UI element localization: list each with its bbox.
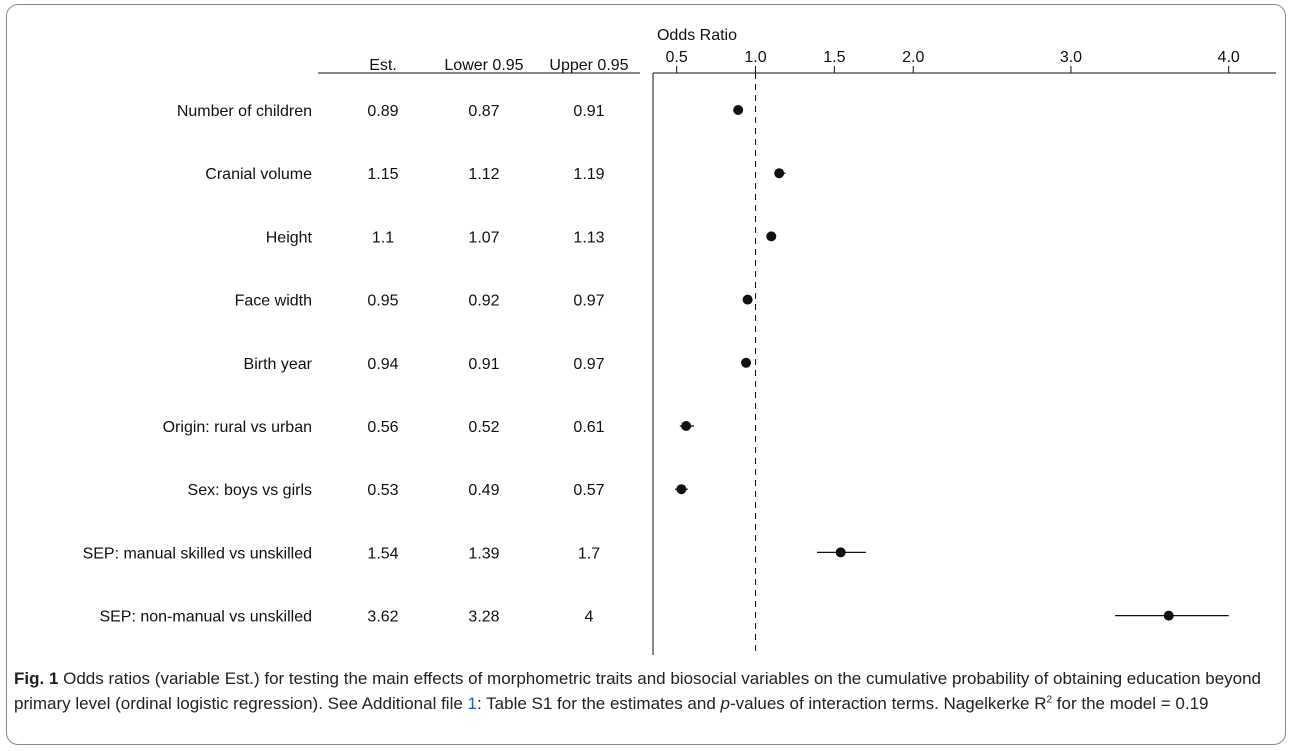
row-lower: 1.39 [468, 545, 499, 562]
caption-italic-p: p [720, 694, 730, 713]
row-upper: 0.97 [573, 293, 604, 310]
row-8: SEP: non-manual vs unskilled 3.62 3.28 4 [99, 609, 1229, 626]
row-4: Birth year 0.94 0.91 0.97 [244, 356, 752, 373]
row-est: 1.1 [372, 229, 394, 246]
row-6: Sex: boys vs girls 0.53 0.49 0.57 [188, 482, 688, 499]
row-label: Sex: boys vs girls [188, 482, 312, 499]
row-upper: 1.19 [573, 166, 604, 183]
row-lower: 1.07 [468, 229, 499, 246]
caption-fig-label: Fig. 1 [14, 669, 59, 688]
caption-superscript: 2 [1046, 694, 1053, 706]
row-7: SEP: manual skilled vs unskilled 1.54 1.39… [83, 545, 866, 562]
forest-plot: Odds Ratio Est. Lower 0.95 Upper 0.95 0.… [83, 27, 1276, 655]
row-est: 0.94 [367, 356, 398, 373]
row-label: Height [266, 229, 313, 246]
caption-text-4: for the model = 0.19 [1052, 694, 1209, 713]
caption-text-2: : Table S1 for the estimates and [477, 694, 721, 713]
figure-caption: Fig. 1 Odds ratios (variable Est.) for t… [14, 666, 1276, 716]
row-upper: 0.57 [573, 482, 604, 499]
row-est: 0.53 [367, 482, 398, 499]
figure-frame [6, 4, 1286, 745]
row-upper: 4 [585, 609, 594, 626]
row-upper: 1.13 [573, 229, 604, 246]
estimate-point [742, 294, 753, 305]
row-upper: 0.97 [573, 356, 604, 373]
row-est: 1.15 [367, 166, 398, 183]
header-est: Est. [369, 57, 397, 74]
header-upper: Upper 0.95 [549, 57, 628, 74]
row-0: Number of children 0.89 0.87 0.91 [177, 103, 744, 120]
row-label: Face width [235, 293, 312, 310]
estimate-point [774, 168, 785, 179]
estimate-point [835, 547, 846, 558]
row-label: Cranial volume [205, 166, 312, 183]
row-est: 0.95 [367, 293, 398, 310]
x-tick-label-2: 1.5 [823, 49, 845, 66]
x-tick-label-5: 4.0 [1218, 49, 1240, 66]
row-est: 0.56 [367, 419, 398, 436]
row-lower: 1.12 [468, 166, 499, 183]
x-tick-label-3: 2.0 [902, 49, 924, 66]
row-lower: 0.49 [468, 482, 499, 499]
row-lower: 0.87 [468, 103, 499, 120]
row-lower: 0.52 [468, 419, 499, 436]
x-tick-label-4: 3.0 [1060, 49, 1082, 66]
row-est: 3.62 [367, 609, 398, 626]
row-est: 0.89 [367, 103, 398, 120]
row-5: Origin: rural vs urban 0.56 0.52 0.61 [163, 419, 695, 436]
row-label: Birth year [244, 356, 313, 373]
caption-text-1: Odds ratios (variable Est.) for testing … [14, 669, 1262, 713]
estimate-point [681, 421, 692, 431]
row-upper: 1.7 [578, 545, 600, 562]
row-lower: 0.92 [468, 293, 499, 310]
axis-title: Odds Ratio [657, 27, 737, 44]
estimate-point [766, 231, 777, 242]
row-upper: 0.91 [573, 103, 604, 120]
row-est: 1.54 [367, 545, 398, 562]
estimate-point [676, 484, 687, 495]
estimate-point [1163, 610, 1174, 621]
estimate-point [733, 105, 744, 115]
row-1: Cranial volume 1.15 1.12 1.19 [205, 166, 786, 183]
row-label: SEP: manual skilled vs unskilled [83, 545, 312, 562]
row-2: Height 1.1 1.07 1.13 [266, 229, 777, 246]
header-lower: Lower 0.95 [444, 57, 523, 74]
caption-additional-file-link[interactable]: 1 [467, 694, 478, 713]
row-lower: 0.91 [468, 356, 499, 373]
row-3: Face width 0.95 0.92 0.97 [235, 293, 753, 310]
row-label: Number of children [177, 103, 312, 120]
row-upper: 0.61 [573, 419, 604, 436]
row-label: Origin: rural vs urban [163, 419, 312, 436]
x-tick-label-0: 0.5 [666, 49, 688, 66]
estimate-point [741, 357, 752, 368]
caption-text-3: -values of interaction terms. Nagelkerke… [729, 694, 1047, 713]
row-lower: 3.28 [468, 609, 499, 626]
x-tick-label-1: 1.0 [744, 49, 766, 66]
row-label: SEP: non-manual vs unskilled [99, 609, 312, 626]
